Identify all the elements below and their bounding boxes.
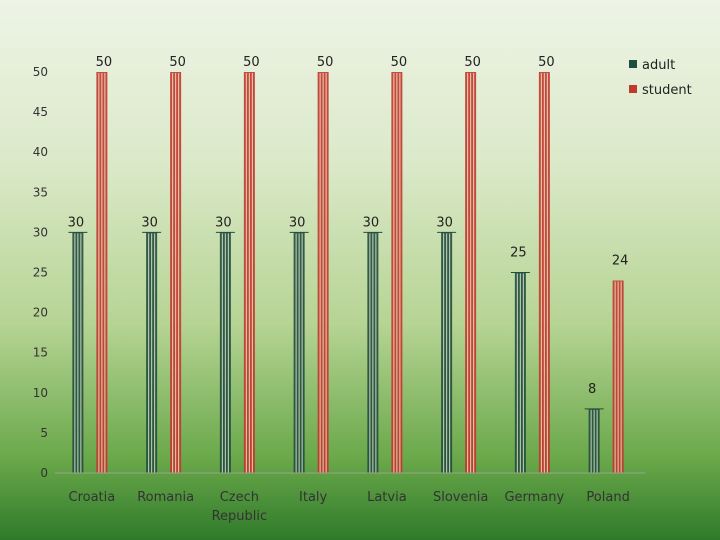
data-label-student: 50 bbox=[169, 55, 186, 70]
legend-label: adult bbox=[642, 58, 675, 73]
category-label: Germany bbox=[504, 490, 564, 505]
y-tick-label: 20 bbox=[33, 306, 48, 320]
bar-student bbox=[243, 72, 255, 473]
category-label: Slovenia bbox=[433, 490, 488, 505]
bar-adult bbox=[68, 231, 88, 473]
legend-swatch bbox=[629, 85, 637, 93]
category-label: Poland bbox=[586, 490, 629, 505]
data-label-adult: 30 bbox=[141, 215, 158, 230]
y-tick-label: 5 bbox=[40, 426, 48, 440]
data-label-adult: 30 bbox=[68, 215, 85, 230]
data-label-student: 50 bbox=[317, 55, 334, 70]
y-axis: 0 5 10 15 20 25 30 35 40 45 50 bbox=[33, 65, 48, 480]
y-tick-label: 25 bbox=[33, 266, 48, 280]
data-label-student: 50 bbox=[538, 55, 555, 70]
category-label: Romania bbox=[137, 490, 194, 505]
bar-student bbox=[317, 72, 329, 473]
bar-adult bbox=[437, 231, 457, 473]
data-labels: 30 30 30 30 30 30 25 8 50 50 50 50 50 50 50 24 bbox=[68, 55, 629, 397]
y-tick-label: 10 bbox=[33, 386, 48, 400]
data-label-adult: 8 bbox=[588, 382, 596, 397]
y-tick-label: 50 bbox=[33, 65, 48, 79]
data-label-adult: 25 bbox=[510, 246, 527, 261]
category-label: Latvia bbox=[367, 490, 407, 505]
category-label: Croatia bbox=[69, 490, 116, 505]
data-label-adult: 30 bbox=[436, 215, 453, 230]
bar-adult bbox=[584, 408, 604, 473]
bar-adult bbox=[363, 231, 383, 473]
data-label-student: 50 bbox=[464, 55, 481, 70]
y-tick-label: 35 bbox=[33, 185, 48, 199]
data-label-student: 50 bbox=[391, 55, 408, 70]
category-label: Italy bbox=[299, 490, 328, 505]
bar-student bbox=[538, 72, 550, 473]
data-label-adult: 30 bbox=[215, 215, 232, 230]
bar-adult bbox=[510, 272, 530, 473]
legend: adult student bbox=[629, 58, 692, 98]
data-label-student: 24 bbox=[612, 254, 629, 269]
bar-student bbox=[612, 280, 624, 473]
legend-item-student: student bbox=[629, 83, 692, 98]
legend-label: student bbox=[642, 83, 692, 98]
bar-adult bbox=[289, 231, 309, 473]
bars bbox=[68, 72, 624, 473]
bar-student bbox=[170, 72, 182, 473]
y-tick-label: 40 bbox=[33, 145, 48, 159]
data-label-adult: 30 bbox=[289, 215, 306, 230]
bar-adult bbox=[142, 231, 162, 473]
data-label-student: 50 bbox=[96, 55, 113, 70]
data-label-student: 50 bbox=[243, 55, 260, 70]
category-label: Czech Republic bbox=[212, 490, 268, 524]
x-axis: Croatia Romania Czech Republic Italy Latvia Sl… bbox=[69, 490, 630, 524]
bar-student bbox=[96, 72, 108, 473]
y-tick-label: 30 bbox=[33, 225, 48, 239]
legend-item-adult: adult bbox=[629, 58, 675, 73]
y-tick-label: 15 bbox=[33, 346, 48, 360]
bar-student bbox=[465, 72, 477, 473]
y-tick-label: 0 bbox=[40, 466, 48, 480]
data-label-adult: 30 bbox=[363, 215, 380, 230]
bar-adult bbox=[215, 231, 235, 473]
legend-swatch bbox=[629, 60, 637, 68]
y-tick-label: 45 bbox=[33, 105, 48, 119]
bar-student bbox=[391, 72, 403, 473]
